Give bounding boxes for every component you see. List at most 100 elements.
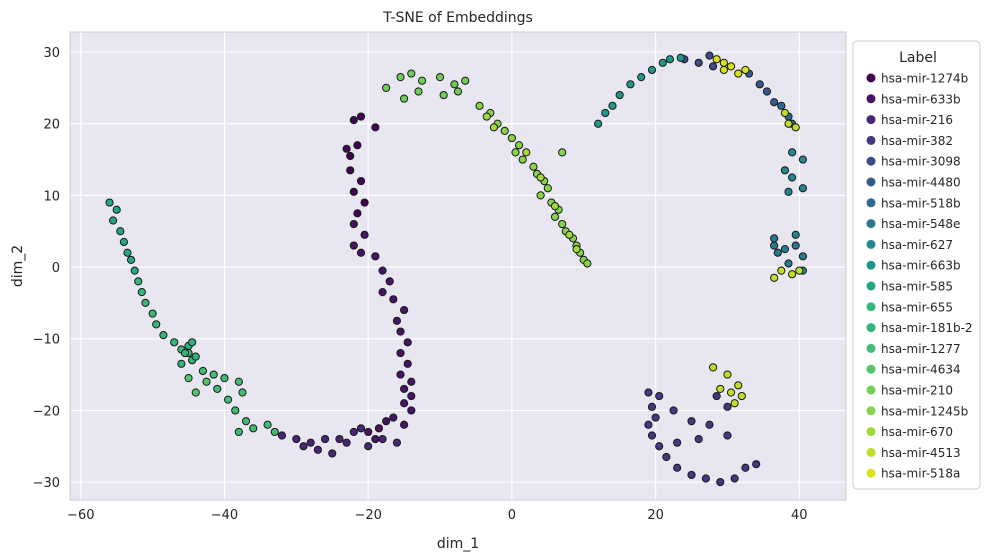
data-point — [109, 216, 118, 225]
series-hsa-mir-548e — [770, 234, 807, 268]
data-point — [716, 384, 725, 394]
legend-item: hsa-mir-181b-2 — [866, 321, 973, 335]
data-point — [637, 73, 646, 82]
y-tick-label: −20 — [33, 404, 60, 419]
data-point — [712, 55, 721, 64]
legend-marker — [866, 364, 876, 374]
data-point — [364, 442, 373, 451]
data-point — [529, 162, 538, 171]
data-point — [708, 62, 718, 71]
data-point — [734, 381, 743, 390]
legend-marker — [866, 447, 876, 457]
data-point — [687, 417, 696, 426]
y-tick-label: −10 — [33, 333, 60, 348]
data-point — [170, 338, 179, 347]
legend-marker — [866, 260, 876, 270]
data-point — [798, 184, 807, 193]
data-point — [342, 438, 351, 447]
data-point — [202, 377, 211, 386]
data-point — [396, 370, 405, 379]
data-point — [701, 474, 710, 483]
legend-label: hsa-mir-633b — [881, 92, 961, 106]
data-point — [536, 191, 545, 200]
data-point — [798, 155, 807, 164]
data-point — [755, 80, 764, 89]
data-point — [407, 406, 416, 415]
data-point — [335, 434, 344, 444]
data-point — [784, 187, 793, 196]
data-point — [396, 327, 405, 336]
legend-label: hsa-mir-382 — [881, 134, 953, 148]
data-point — [694, 434, 703, 444]
data-point — [737, 391, 746, 401]
legend-label: hsa-mir-663b — [881, 259, 961, 273]
series-hsa-mir-518a — [712, 55, 750, 78]
data-point — [209, 370, 218, 379]
legend-label: hsa-mir-548e — [881, 217, 960, 231]
data-point — [105, 198, 114, 207]
data-point — [673, 463, 682, 472]
legend-marker — [866, 427, 876, 437]
data-point — [223, 395, 233, 404]
legend-item: hsa-mir-627 — [866, 238, 953, 252]
data-point — [371, 252, 380, 261]
data-point — [453, 87, 463, 96]
data-point — [705, 51, 714, 60]
data-point — [378, 266, 387, 275]
data-point — [791, 241, 800, 250]
legend-label: hsa-mir-4513 — [881, 446, 961, 460]
data-point — [320, 434, 330, 444]
data-point — [378, 288, 387, 297]
data-point — [550, 212, 560, 222]
data-point — [220, 374, 229, 383]
data-point — [328, 449, 337, 458]
legend-marker — [866, 177, 876, 187]
data-point — [112, 205, 121, 214]
data-point — [730, 399, 739, 408]
data-point — [665, 55, 675, 64]
x-tick-label: 40 — [791, 508, 808, 523]
data-point — [788, 148, 797, 157]
data-point — [572, 245, 581, 254]
legend-label: hsa-mir-216 — [881, 113, 953, 127]
data-point — [403, 338, 412, 347]
data-point — [676, 53, 685, 62]
data-point — [231, 406, 240, 415]
y-axis-label: dim_2 — [10, 245, 26, 287]
legend-label: hsa-mir-4634 — [881, 363, 961, 377]
data-point — [184, 374, 193, 383]
data-point — [342, 144, 351, 153]
data-point — [741, 463, 750, 472]
data-point — [608, 101, 617, 110]
legend-label: hsa-mir-518b — [881, 196, 961, 210]
data-point — [407, 377, 416, 386]
data-point — [349, 427, 358, 437]
data-point — [716, 477, 725, 487]
y-tick-labels: −30 −20 −10 0 10 20 30 — [33, 46, 60, 491]
data-point — [134, 277, 143, 286]
data-point — [374, 424, 384, 433]
legend-marker — [866, 135, 876, 145]
data-point — [371, 434, 380, 444]
data-point — [673, 438, 682, 447]
data-point — [360, 198, 369, 207]
data-point — [730, 474, 739, 483]
data-point — [364, 427, 373, 437]
data-point — [543, 184, 552, 193]
legend-marker — [866, 281, 876, 291]
data-point — [507, 133, 516, 143]
legend-item: hsa-mir-4480 — [866, 176, 961, 190]
data-point — [655, 442, 664, 451]
data-point — [655, 391, 664, 401]
data-point — [306, 438, 315, 447]
legend-marker — [866, 73, 876, 83]
data-point — [741, 65, 750, 75]
data-point — [346, 151, 355, 161]
data-point — [126, 255, 136, 265]
legend-box — [852, 40, 981, 490]
data-point — [514, 141, 524, 150]
data-point — [382, 417, 391, 426]
legend-item: hsa-mir-655 — [866, 300, 953, 314]
legend-item: hsa-mir-518b — [866, 196, 961, 210]
data-point — [277, 431, 287, 440]
